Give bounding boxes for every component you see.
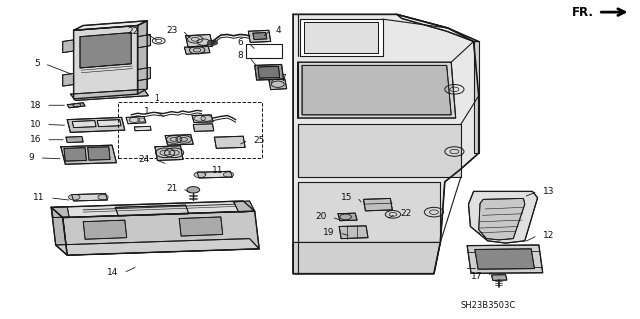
Polygon shape (63, 211, 259, 255)
Text: 20: 20 (315, 212, 326, 221)
Circle shape (223, 172, 234, 177)
Polygon shape (338, 213, 357, 221)
Polygon shape (186, 34, 212, 48)
Polygon shape (258, 66, 280, 78)
Polygon shape (492, 275, 507, 280)
Polygon shape (66, 137, 83, 143)
Circle shape (207, 40, 218, 45)
Polygon shape (83, 220, 127, 239)
Text: 14: 14 (107, 268, 118, 277)
Polygon shape (126, 116, 146, 124)
Polygon shape (248, 30, 271, 42)
Text: 4: 4 (275, 26, 281, 35)
Text: 17: 17 (471, 272, 483, 281)
Polygon shape (165, 135, 193, 145)
Polygon shape (397, 14, 479, 41)
Polygon shape (61, 145, 116, 164)
Circle shape (98, 195, 108, 200)
Polygon shape (70, 89, 148, 100)
Text: 25: 25 (253, 136, 265, 145)
Polygon shape (293, 242, 440, 274)
Polygon shape (467, 245, 543, 273)
Text: 6: 6 (237, 38, 243, 47)
Polygon shape (67, 103, 85, 108)
Polygon shape (474, 41, 479, 153)
Text: 15: 15 (340, 193, 352, 202)
Polygon shape (63, 73, 74, 86)
Text: 7: 7 (280, 74, 286, 83)
Text: 8: 8 (237, 51, 243, 60)
Text: 21: 21 (166, 184, 177, 193)
Polygon shape (51, 207, 67, 255)
Polygon shape (184, 46, 210, 54)
Text: 9: 9 (29, 153, 35, 162)
Polygon shape (155, 146, 183, 160)
Bar (118, 102, 262, 158)
Text: 11: 11 (212, 166, 223, 175)
Text: 10: 10 (29, 120, 41, 129)
Polygon shape (63, 40, 74, 53)
Polygon shape (67, 117, 125, 132)
Circle shape (187, 187, 200, 193)
Polygon shape (298, 62, 456, 118)
Text: 24: 24 (138, 155, 150, 164)
Text: 5: 5 (34, 59, 40, 68)
Polygon shape (302, 65, 451, 115)
Text: 22: 22 (401, 209, 412, 218)
Text: 12: 12 (543, 231, 554, 240)
Polygon shape (51, 207, 69, 218)
Bar (246, 44, 282, 58)
Text: 13: 13 (543, 187, 554, 196)
Polygon shape (300, 19, 383, 56)
Polygon shape (138, 21, 147, 94)
Polygon shape (214, 136, 245, 148)
Polygon shape (179, 217, 223, 236)
Circle shape (194, 172, 205, 178)
Polygon shape (72, 194, 108, 201)
Polygon shape (80, 33, 131, 68)
Polygon shape (56, 239, 259, 255)
Polygon shape (72, 121, 96, 128)
Text: 16: 16 (29, 135, 41, 144)
Polygon shape (339, 226, 368, 239)
Text: 1: 1 (154, 94, 159, 103)
Text: 11: 11 (33, 193, 45, 202)
Polygon shape (138, 67, 150, 81)
Polygon shape (115, 205, 189, 216)
Polygon shape (64, 148, 86, 161)
Circle shape (68, 194, 80, 200)
Polygon shape (197, 171, 232, 178)
Polygon shape (134, 126, 151, 131)
Polygon shape (192, 115, 213, 122)
Text: SH23B3503C: SH23B3503C (461, 301, 516, 310)
Polygon shape (138, 34, 150, 48)
Text: 19: 19 (323, 228, 334, 237)
Polygon shape (293, 14, 479, 274)
Polygon shape (475, 249, 534, 269)
Polygon shape (269, 79, 287, 90)
Polygon shape (364, 198, 392, 211)
Polygon shape (298, 182, 440, 242)
Polygon shape (74, 26, 138, 99)
Polygon shape (298, 124, 461, 177)
Text: 18: 18 (29, 101, 41, 110)
Polygon shape (51, 201, 255, 218)
Polygon shape (304, 22, 378, 53)
Text: 22: 22 (127, 27, 139, 36)
Polygon shape (88, 147, 110, 160)
Polygon shape (234, 201, 255, 212)
Text: FR.: FR. (572, 6, 594, 19)
Polygon shape (193, 124, 214, 131)
Polygon shape (255, 64, 284, 80)
Polygon shape (479, 198, 525, 240)
Polygon shape (74, 21, 147, 30)
Polygon shape (468, 191, 538, 243)
Polygon shape (97, 120, 121, 127)
Text: 1: 1 (144, 107, 150, 115)
Text: 23: 23 (166, 26, 177, 35)
Polygon shape (253, 33, 267, 40)
